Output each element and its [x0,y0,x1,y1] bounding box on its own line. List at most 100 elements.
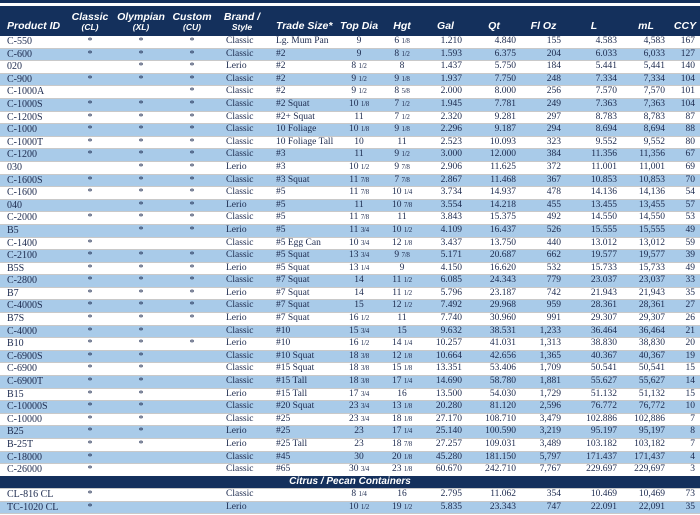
cell-brand-style: Classic [216,324,268,338]
cell-olympian-star [114,450,168,464]
cell-ccy: 49 [670,261,700,275]
cell-hgt: 14 1/4 [380,337,424,351]
table-row: C-4000 * * Classic #10 15 3/4 15 9.632 38.531 1,2… [0,324,700,338]
cell-ml: 4,583 [622,36,670,49]
cell-ccy: 87 [670,110,700,124]
cell-trade-size: #2 [268,72,338,86]
cell-olympian-star: * [114,211,168,225]
column-header-sublabel: (CU) [183,21,201,32]
cell-custom-star: * [168,198,216,212]
cell-olympian-star: * [114,47,168,61]
cell-product-id: C-1200 [0,148,66,162]
cell-hgt: 16 [380,488,424,502]
cell-olympian-star: * [114,274,168,288]
cell-product-id: C-1600S [0,173,66,187]
fraction: 3/4 [360,225,369,234]
table-row: C-10000 * * Classic #25 23 3/4 18 1/8 27.170 108… [0,412,700,426]
cell-ccy: 73 [670,488,700,502]
fraction: 1/8 [401,125,410,134]
cell-l: 50.541 [566,362,622,376]
cell-l: 10.469 [566,488,622,502]
cell-brand-style: Classic [216,173,268,187]
cell-ccy: 21 [670,324,700,338]
fraction: 3/4 [360,414,369,423]
cell-ccy: 10 [670,400,700,414]
cell-product-id: C-4000 [0,324,66,338]
cell-brand-style: Classic [216,123,268,137]
cell-product-id: TC-1020 CL [0,500,66,514]
cell-fl-oz: 2,596 [521,400,566,414]
cell-fl-oz: 742 [521,286,566,300]
cell-fl-oz: 3,479 [521,412,566,426]
cell-trade-size: #5 [268,198,338,212]
cell-ml: 7,334 [622,72,670,86]
cell-olympian-star: * [114,160,168,175]
cell-ml: 36,464 [622,324,670,338]
cell-classic-star: * [66,47,114,61]
cell-custom-star [168,488,216,502]
cell-trade-size [268,500,338,514]
cell-hgt: 11 1/2 [380,274,424,288]
cell-ml: 7,363 [622,97,670,112]
cell-brand-style: Classic [216,186,268,200]
cell-ml: 50,541 [622,362,670,376]
cell-gal: 45.280 [424,450,467,464]
cell-custom-star: * [168,173,216,187]
cell-gal: 2.906 [424,160,467,175]
fraction: 1/2 [403,276,412,285]
cell-custom-star: * [168,211,216,225]
cell-classic-star: * [66,312,114,326]
cell-top-dia: 9 [338,36,380,49]
cell-product-id: C-1000T [0,135,66,149]
cell-hgt: 18 1/8 [380,412,424,426]
cell-top-dia: 23 [338,425,380,439]
cell-gal: 9.632 [424,324,467,338]
cell-product-id: B10 [0,337,66,351]
cell-qt: 7.781 [467,97,521,112]
cell-brand-style: Lerio [216,500,268,514]
fraction: 7/8 [360,188,369,197]
cell-ml: 11,001 [622,160,670,175]
cell-ml: 13,455 [622,198,670,212]
cell-gal: 3.554 [424,198,467,212]
table-row: CL-816 CL * Classic 8 1/4 16 2.795 11.062 354 10… [0,488,700,502]
fraction: 7/8 [360,213,369,222]
cell-brand-style: Lerio [216,438,268,452]
cell-trade-size: #5 [268,223,338,237]
fraction: 3/8 [360,364,369,373]
cell-ml: 10,469 [622,488,670,502]
cell-trade-size: #25 [268,412,338,426]
cell-custom-star [168,463,216,476]
cell-fl-oz: 372 [521,160,566,175]
fraction: 1/2 [403,288,412,297]
fraction: 3/4 [360,465,369,474]
cell-custom-star: * [168,110,216,124]
cell-gal: 7.740 [424,312,467,326]
cell-hgt: 6 1/8 [380,36,424,49]
cell-hgt: 9 7/8 [380,160,424,175]
cell-product-id: CL-816 CL [0,488,66,502]
cell-l: 51.132 [566,387,622,401]
cell-trade-size: #2 [268,47,338,61]
cell-gal: 4.150 [424,261,467,275]
cell-qt: 4.840 [467,36,521,49]
cell-ccy: 39 [670,249,700,263]
column-header-label: Custom [172,10,212,23]
cell-l: 14.136 [566,186,622,200]
cell-ccy: 67 [670,148,700,162]
cell-trade-size: #15 Squat [268,362,338,376]
fraction: 3/4 [360,389,369,398]
table-row: C-6900 * * Classic #15 Squat 18 3/8 15 1/8 13.3… [0,362,700,376]
cell-trade-size: #3 Squat [268,173,338,187]
cell-top-dia: 30 3/4 [338,463,380,476]
cell-olympian-star: * [114,198,168,212]
cell-classic-star: * [66,438,114,452]
cell-top-dia: 10 1/8 [338,123,380,137]
cell-hgt: 15 1/8 [380,362,424,376]
cell-custom-star: * [168,312,216,326]
cell-trade-size: #15 Tall [268,375,338,389]
cell-fl-oz: 5,797 [521,450,566,464]
cell-custom-star [168,375,216,389]
cell-top-dia: 14 [338,274,380,288]
cell-product-id: C-600 [0,47,66,61]
